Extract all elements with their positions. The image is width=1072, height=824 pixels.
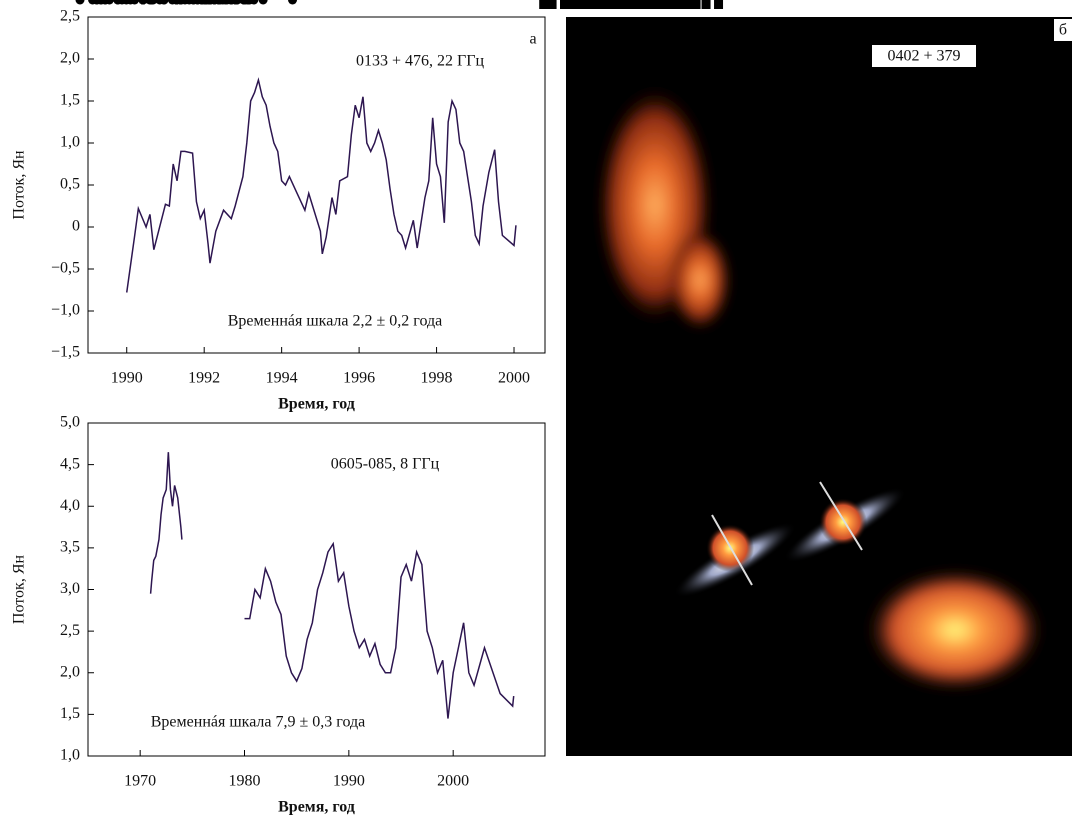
y-tick-label: 4,5 bbox=[60, 455, 80, 472]
marker bbox=[714, 0, 724, 9]
caption-box bbox=[872, 45, 976, 67]
x-tick-label: 1994 bbox=[266, 370, 298, 387]
x-tick-label: 1998 bbox=[421, 370, 453, 387]
y-tick-label: 0,5 bbox=[60, 176, 80, 193]
marker bbox=[288, 0, 298, 5]
marker bbox=[701, 0, 711, 9]
image-caption: 0402 + 379 bbox=[887, 48, 960, 65]
y-axis-label: Поток, Ян bbox=[11, 555, 28, 625]
y-tick-label: 0 bbox=[72, 218, 80, 235]
marker bbox=[230, 0, 240, 5]
marker bbox=[138, 0, 148, 5]
marker bbox=[680, 0, 690, 9]
y-tick-label: −0,5 bbox=[51, 260, 80, 277]
marker bbox=[104, 0, 114, 5]
y-tick-label: −1,0 bbox=[51, 302, 80, 319]
x-tick-label: 1992 bbox=[188, 370, 220, 387]
y-tick-label: 2,5 bbox=[60, 622, 80, 639]
series-line bbox=[149, 452, 183, 594]
nucleus bbox=[819, 498, 867, 546]
x-tick-label: 2000 bbox=[498, 370, 530, 387]
panel-label: а bbox=[529, 31, 536, 48]
y-tick-label: 2,0 bbox=[60, 663, 80, 680]
marker bbox=[560, 0, 570, 9]
marker bbox=[547, 0, 557, 9]
label-box bbox=[1054, 19, 1072, 41]
annotation: Временнáя шкала 2,2 ± 0,2 года bbox=[228, 313, 443, 330]
y-tick-label: 4,0 bbox=[60, 497, 80, 514]
y-tick-label: −1,5 bbox=[51, 344, 80, 361]
radio-blob bbox=[597, 85, 1045, 692]
x-tick-label: 1980 bbox=[229, 773, 261, 790]
marker bbox=[167, 0, 177, 5]
marker bbox=[240, 0, 250, 5]
marker bbox=[117, 0, 127, 5]
x-axis-label: Время, год bbox=[278, 396, 355, 413]
x-tick-label: 1996 bbox=[343, 370, 375, 387]
marker bbox=[96, 0, 106, 5]
marker bbox=[668, 0, 678, 9]
marker bbox=[618, 0, 628, 9]
panel-label: б bbox=[1059, 22, 1067, 39]
y-axis-label: Поток, Ян bbox=[11, 150, 28, 220]
marker bbox=[539, 0, 549, 9]
x-tick-label: 1990 bbox=[111, 370, 143, 387]
marker bbox=[655, 0, 665, 9]
marker bbox=[691, 0, 701, 9]
annotation: Временнáя шкала 7,9 ± 0,3 года bbox=[151, 714, 366, 731]
y-tick-label: 3,0 bbox=[60, 580, 80, 597]
image-panel: 0402 + 379 б bbox=[566, 17, 1072, 756]
plot-frame bbox=[87, 422, 546, 757]
y-tick-label: 5,0 bbox=[60, 414, 80, 431]
x-tick-label: 2000 bbox=[437, 773, 469, 790]
marker bbox=[145, 0, 155, 5]
marker bbox=[159, 0, 169, 5]
y-tick-label: 1,0 bbox=[60, 747, 80, 764]
x-axis-label: Время, год bbox=[278, 799, 355, 816]
y-tick-label: 1,5 bbox=[60, 705, 80, 722]
marker bbox=[220, 0, 230, 5]
jet bbox=[711, 514, 753, 586]
marker bbox=[576, 0, 586, 9]
marker bbox=[184, 0, 194, 5]
y-tick-label: 3,5 bbox=[60, 539, 80, 556]
marker bbox=[197, 0, 207, 5]
marker bbox=[585, 0, 594, 9]
marker bbox=[643, 0, 653, 9]
marker bbox=[75, 0, 85, 5]
marker bbox=[609, 0, 619, 9]
annotation: 0133 + 476, 22 ГГц bbox=[356, 53, 485, 70]
marker bbox=[125, 0, 135, 5]
series-line bbox=[125, 77, 517, 293]
series-line bbox=[244, 541, 515, 719]
y-tick-label: 1,0 bbox=[60, 134, 80, 151]
x-tick-label: 1970 bbox=[124, 773, 156, 790]
marker bbox=[601, 0, 611, 9]
marker bbox=[626, 0, 636, 9]
y-tick-label: 1,5 bbox=[60, 92, 80, 109]
y-tick-label: 2,5 bbox=[60, 8, 80, 25]
marker bbox=[258, 0, 268, 5]
annotation: 0605-085, 8 ГГц bbox=[331, 456, 440, 473]
y-tick-label: 2,0 bbox=[60, 50, 80, 67]
x-tick-label: 1990 bbox=[333, 773, 365, 790]
jet bbox=[819, 481, 863, 551]
